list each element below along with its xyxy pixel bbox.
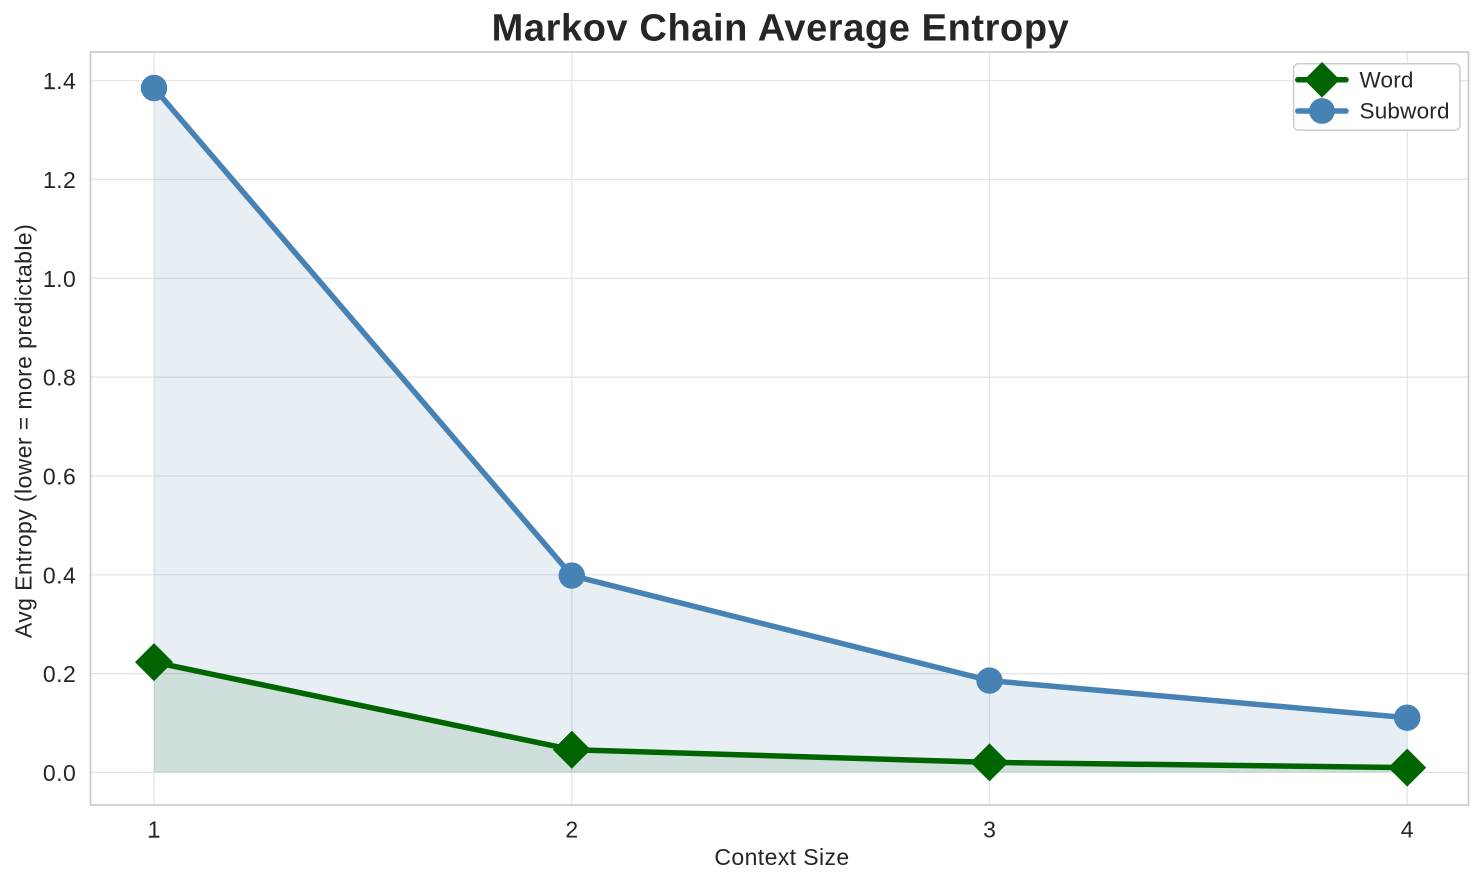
svg-text:0.4: 0.4	[43, 562, 76, 588]
svg-text:Context Size: Context Size	[714, 844, 849, 870]
svg-text:1.2: 1.2	[43, 167, 76, 193]
svg-text:Markov Chain Average Entropy: Markov Chain Average Entropy	[492, 8, 1070, 50]
svg-text:1.0: 1.0	[43, 266, 76, 292]
svg-text:0.8: 0.8	[43, 365, 76, 391]
svg-text:Avg Entropy (lower = more pred: Avg Entropy (lower = more predictable)	[10, 224, 36, 638]
svg-text:0.0: 0.0	[43, 760, 76, 786]
svg-text:2: 2	[565, 817, 578, 843]
svg-text:0.2: 0.2	[43, 661, 76, 687]
svg-text:1.4: 1.4	[43, 68, 76, 94]
svg-text:3: 3	[983, 817, 996, 843]
svg-text:4: 4	[1401, 817, 1414, 843]
svg-text:Word: Word	[1360, 68, 1414, 93]
svg-text:Subword: Subword	[1360, 99, 1450, 124]
svg-text:1: 1	[148, 817, 161, 843]
svg-text:0.6: 0.6	[43, 464, 76, 490]
